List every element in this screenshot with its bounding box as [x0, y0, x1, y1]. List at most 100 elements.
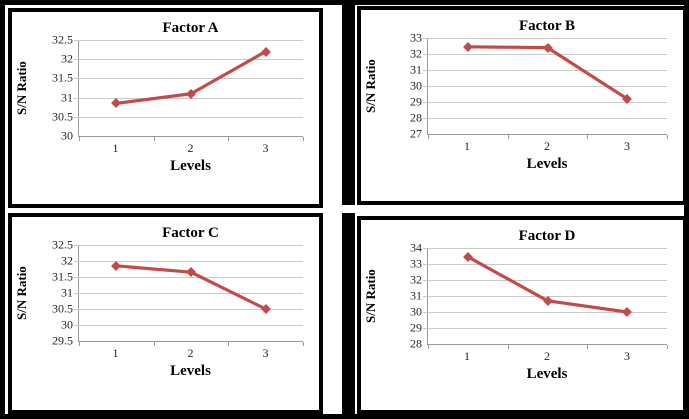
x-tick-label: 1 [112, 346, 119, 360]
y-axis-ticks: 32.5 32 31.5 31 30.5 30 [32, 33, 78, 143]
x-tick-label: 2 [544, 139, 550, 153]
series-line [79, 245, 303, 341]
gridline [74, 97, 303, 99]
gridline [423, 328, 667, 329]
column-divider-bottom [342, 213, 355, 414]
y-axis-label: S/N Ratio [14, 266, 29, 320]
x-axis-tick-mark [428, 345, 429, 349]
gridline [74, 245, 303, 246]
x-axis-tick-mark [507, 135, 509, 139]
gridline [423, 86, 667, 87]
y-axis-ticks: 33 32 31 30 29 28 27 [381, 31, 427, 141]
y-tick-label: 31 [61, 90, 73, 105]
x-axis-label: Levels [170, 158, 211, 174]
y-axis-ticks: 34 33 32 31 30 29 28 [381, 241, 427, 351]
x-tick-label: 2 [187, 141, 194, 155]
x-tick-label: 2 [544, 349, 550, 363]
gridline [423, 296, 667, 297]
y-axis-label: S/N Ratio [14, 61, 29, 115]
x-axis-label: Levels [526, 366, 568, 382]
x-tick-label: 3 [624, 349, 630, 363]
chart-title: Factor B [519, 18, 575, 34]
x-tick-label: 3 [624, 139, 630, 153]
gridline [74, 78, 303, 80]
x-axis-tick-mark [428, 135, 429, 139]
y-tick-label: 29 [410, 320, 422, 335]
plot-area [423, 248, 668, 349]
y-tick-label: 32 [410, 46, 422, 61]
x-axis-tick-mark [587, 345, 589, 349]
y-tick-label: 31 [410, 62, 422, 77]
y-axis-label: S/N Ratio [363, 59, 378, 113]
gridline [74, 116, 303, 118]
chart-panel-factor-a: Factor A S/N Ratio 32.5 32 31.5 31 30.5 30 1 2… [8, 8, 323, 208]
y-tick-label: 33 [410, 30, 422, 45]
x-tick-label: 2 [187, 346, 194, 360]
gridline [74, 293, 303, 294]
x-axis-tick-mark [303, 137, 304, 141]
y-tick-label: 30.5 [52, 301, 73, 316]
x-axis-tick-mark [79, 342, 80, 346]
y-tick-label: 33 [410, 256, 422, 271]
gridline [423, 118, 667, 119]
y-tick-label: 27 [410, 126, 422, 141]
y-tick-label: 30 [410, 78, 422, 93]
gridline [423, 280, 667, 281]
y-tick-label: 30 [61, 317, 73, 332]
x-axis-tick-mark [228, 137, 230, 141]
x-tick-label: 3 [262, 141, 269, 155]
x-axis-label: Levels [526, 156, 568, 172]
y-tick-label: 32 [410, 272, 422, 287]
x-tick-label: 3 [262, 346, 269, 360]
x-axis-tick-mark [667, 345, 668, 349]
y-axis-label: S/N Ratio [363, 269, 378, 323]
x-axis-tick-mark [587, 135, 589, 139]
x-tick-label: 1 [112, 141, 119, 155]
y-tick-label: 30 [61, 128, 73, 143]
x-axis-tick-mark [153, 137, 155, 141]
y-tick-label: 30 [410, 304, 422, 319]
chart-title: Factor C [162, 225, 219, 241]
x-axis-ticks: 1 2 3 [78, 136, 303, 158]
y-tick-label: 32 [61, 51, 73, 66]
y-tick-label: 31 [61, 285, 73, 300]
y-tick-label: 32.5 [52, 237, 73, 252]
x-axis-tick-mark [153, 342, 155, 346]
y-tick-label: 31.5 [52, 70, 73, 85]
x-axis-tick-mark [79, 137, 80, 141]
gridline [423, 248, 667, 249]
column-divider-top [342, 5, 355, 205]
x-tick-label: 1 [463, 139, 470, 153]
gridline [74, 59, 303, 61]
gridline [423, 102, 667, 103]
y-tick-label: 29 [410, 94, 422, 109]
y-tick-label: 34 [410, 240, 422, 255]
chart-title: Factor A [162, 20, 219, 36]
x-axis-label: Levels [170, 363, 211, 379]
x-axis-tick-mark [507, 345, 509, 349]
y-tick-label: 31 [410, 288, 422, 303]
chart-panel-factor-b: Factor B S/N Ratio 33 32 31 30 29 28 27 1 2 3 Le… [357, 6, 684, 205]
series-line [79, 40, 303, 136]
gridline [74, 309, 303, 310]
x-axis-tick-mark [667, 135, 668, 139]
plot-area [423, 38, 668, 139]
gridline [423, 38, 667, 39]
y-tick-label: 31.5 [52, 269, 73, 284]
chart-panel-factor-c: Factor C S/N Ratio 32.5 32 31.5 31 30.5 30 29.… [8, 213, 323, 414]
gridline [423, 54, 667, 55]
y-tick-label: 30.5 [52, 109, 73, 124]
y-tick-label: 32 [61, 253, 73, 268]
y-tick-label: 32.5 [52, 32, 73, 47]
gridline [74, 40, 303, 41]
x-axis-ticks: 1 2 3 [427, 134, 667, 156]
gridline [74, 277, 303, 278]
plot-area [74, 245, 304, 346]
y-tick-label: 28 [410, 110, 422, 125]
gridline [423, 312, 667, 313]
chart-panel-factor-d: Factor D S/N Ratio 34 33 32 31 30 29 28 1 2 3 Le… [357, 216, 684, 414]
y-axis-ticks: 32.5 32 31.5 31 30.5 30 29.5 [32, 238, 78, 348]
chart-title: Factor D [518, 228, 576, 244]
y-tick-label: 29.5 [52, 333, 73, 348]
